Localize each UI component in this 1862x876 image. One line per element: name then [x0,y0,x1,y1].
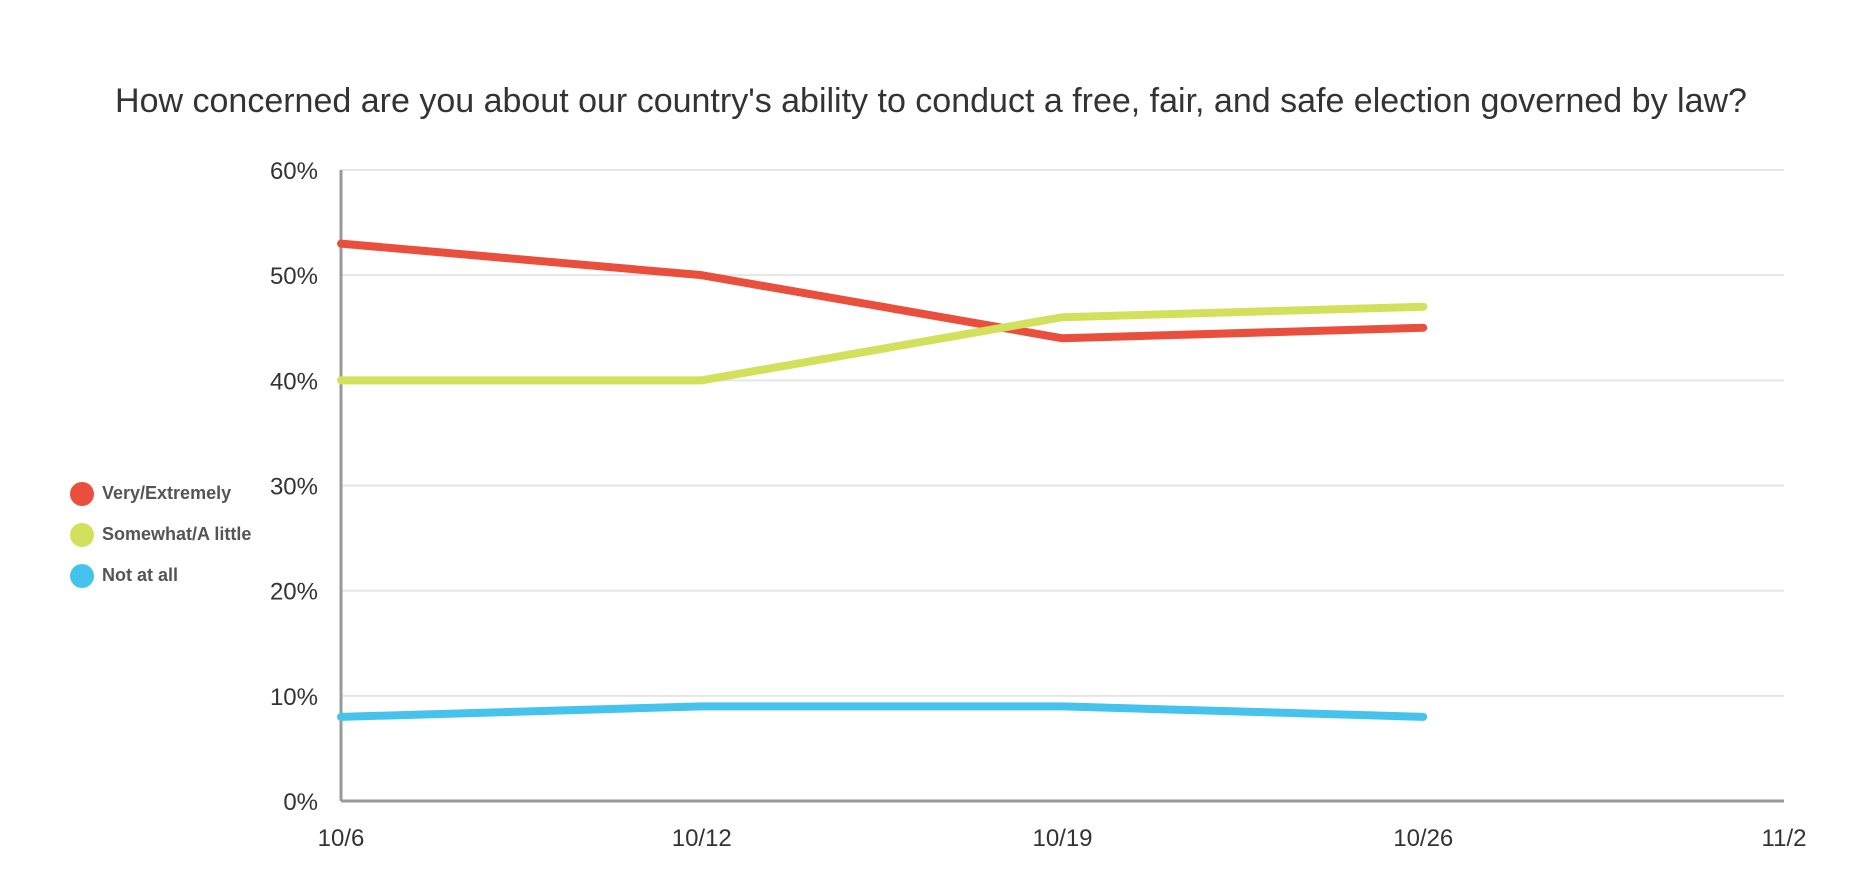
y-tick-labels: 0% 10% 20% 30% 40% 50% 60% [270,158,318,816]
x-tick-label: 10/12 [672,825,732,852]
legend-swatch [70,481,94,506]
x-tick-label: 10/26 [1393,825,1453,852]
x-tick-labels: 10/6 10/12 10/19 10/26 11/2 [318,825,1807,852]
legend-label: Somewhat/A little [102,524,252,544]
y-tick-label: 30% [270,474,318,501]
series-line [337,702,1428,721]
legend-label: Very/Extremely [102,483,232,503]
legend-swatch [70,563,94,588]
y-tick-label: 20% [270,579,318,606]
legend-item: Not at all [70,555,251,596]
legend-label: Not at all [102,565,179,585]
legend-item: Very/Extremely [70,473,251,514]
y-tick-label: 40% [270,368,318,395]
y-tick-label: 0% [283,789,318,816]
series-lines [337,239,1428,721]
chart-title: How concerned are you about our country'… [115,82,1747,120]
y-tick-label: 10% [270,684,318,711]
legend-swatch [70,522,94,547]
x-tick-label: 10/19 [1032,825,1092,852]
gridlines [341,169,1784,697]
legend-item: Somewhat/A little [70,514,251,555]
y-tick-label: 60% [270,158,318,185]
x-tick-label: 10/6 [318,825,365,852]
x-tick-label: 11/2 [1762,825,1807,852]
legend: Very/Extremely Somewhat/A little Not at al… [70,473,251,596]
series-line [337,239,1428,343]
series-line [337,302,1428,385]
y-tick-label: 50% [270,263,318,290]
axes [339,170,1784,803]
